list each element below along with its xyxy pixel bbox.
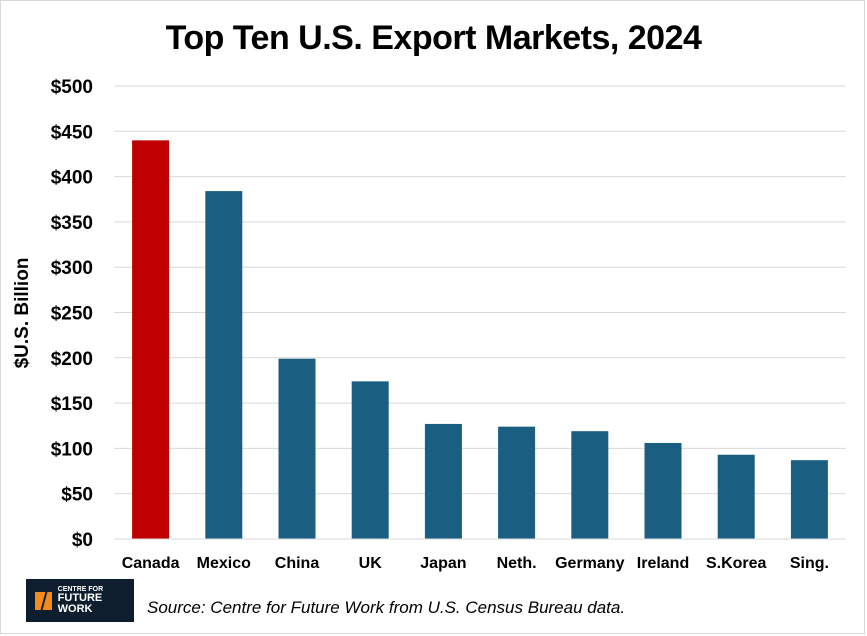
bar-germany xyxy=(571,431,609,539)
bar-mexico xyxy=(205,191,243,539)
y-tick-label: $200 xyxy=(51,349,93,370)
bar-skorea xyxy=(717,454,755,539)
y-tick-label: $0 xyxy=(72,530,93,551)
logo-line2: FUTURE WORK xyxy=(57,592,103,615)
source-note: Source: Centre for Future Work from U.S.… xyxy=(147,598,626,617)
x-tick-label: S.Korea xyxy=(706,555,767,572)
logo-mark-icon xyxy=(35,591,52,610)
bar-uk xyxy=(351,381,389,539)
x-tick-label: Japan xyxy=(420,555,466,572)
y-tick-label: $400 xyxy=(51,168,93,189)
chart-title: Top Ten U.S. Export Markets, 2024 xyxy=(165,19,702,57)
bar-chart: $0 $50 $100 $150 $200 $250 $300 $350 $400 $450 $50… xyxy=(12,77,846,572)
y-tick-label: $450 xyxy=(51,122,93,143)
x-tick-label: UK xyxy=(359,555,383,572)
x-tick-label: Neth. xyxy=(497,555,537,572)
bar-japan xyxy=(424,423,462,539)
x-tick-label: Ireland xyxy=(637,555,689,572)
y-tick-label: $100 xyxy=(51,439,93,460)
x-tick-label: Canada xyxy=(122,555,180,572)
y-tick-label: $50 xyxy=(61,485,93,506)
x-tick-label: Sing. xyxy=(790,555,829,572)
y-tick-label: $250 xyxy=(51,304,93,325)
bar-neth xyxy=(498,426,536,539)
x-tick-label: China xyxy=(275,555,320,572)
x-tick-label: Mexico xyxy=(197,555,251,572)
y-axis-label: $U.S. Billion xyxy=(12,258,33,369)
y-tick-label: $300 xyxy=(51,258,93,279)
bar-ireland xyxy=(644,442,682,539)
centre-for-future-work-logo: CENTRE FOR FUTURE WORK xyxy=(26,579,134,622)
x-tick-label: Germany xyxy=(555,555,624,572)
y-tick-label: $350 xyxy=(51,213,93,234)
bar-sing xyxy=(790,460,828,539)
bar-canada xyxy=(132,140,170,540)
logo-line1: CENTRE FOR xyxy=(57,586,104,593)
bar-china xyxy=(278,358,316,539)
y-tick-label: $500 xyxy=(51,77,93,98)
y-tick-label: $150 xyxy=(51,394,93,415)
